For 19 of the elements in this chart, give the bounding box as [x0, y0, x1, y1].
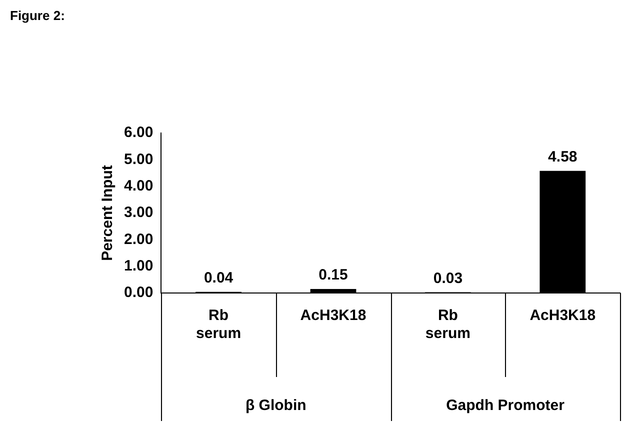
y-tick-label: 4.00	[124, 177, 154, 194]
y-tick-label: 3.00	[124, 204, 154, 222]
y-tick-label: 6.00	[124, 124, 154, 142]
data-label: 0.04	[204, 270, 234, 287]
x-tick-label: AcH3K18	[530, 307, 596, 324]
data-label: 4.58	[548, 148, 578, 166]
y-tick-label: 1.00	[124, 257, 154, 274]
y-axis-title: Percent Input	[99, 165, 116, 261]
data-label: 0.15	[318, 266, 348, 284]
x-tick-label: Rb serum	[425, 307, 470, 342]
x-tick-label: AcH3K18	[300, 307, 366, 324]
text: Gapdh Promoter	[446, 397, 565, 414]
y-tick-label: 0.00	[124, 284, 154, 302]
data-label: 0.03	[433, 270, 463, 287]
y-tick-label: 5.00	[124, 150, 154, 168]
text: Figure 2:	[10, 8, 65, 23]
x-tick-label: Rb serum	[196, 307, 242, 342]
text: β Globin	[245, 397, 306, 414]
y-tick-label: 2.00	[124, 230, 154, 248]
